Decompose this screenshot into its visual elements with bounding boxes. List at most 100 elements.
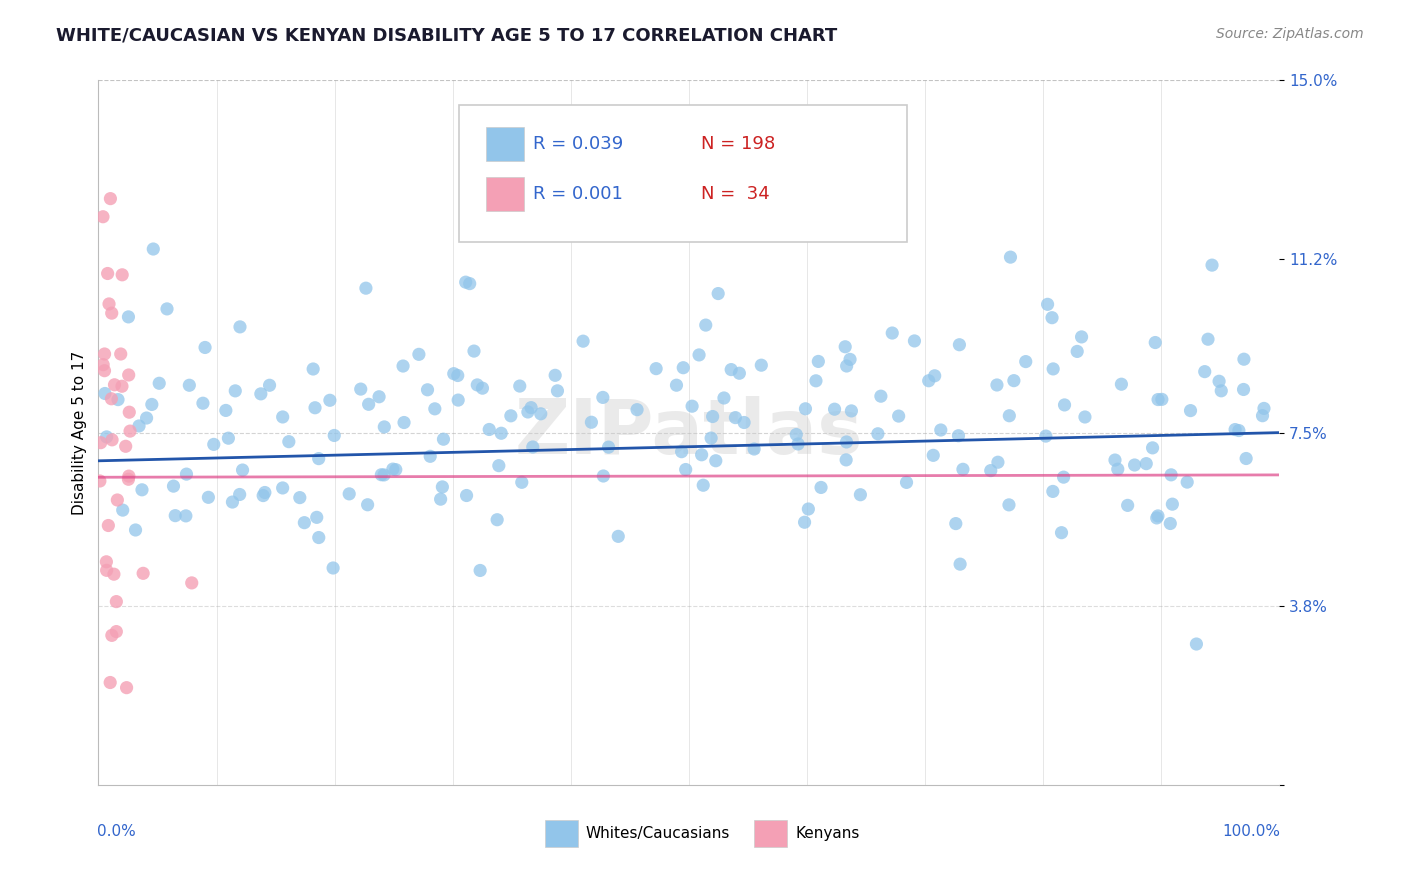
Point	[252, 489, 274, 503]
Point	[544, 368, 567, 383]
Point	[224, 384, 246, 398]
Point	[101, 628, 124, 642]
Point	[118, 368, 141, 382]
Point	[1223, 423, 1246, 437]
Point	[499, 409, 522, 423]
Point	[302, 362, 325, 376]
Point	[105, 624, 128, 639]
Point	[271, 409, 294, 424]
Point	[924, 368, 946, 383]
Point	[713, 391, 735, 405]
Point	[998, 498, 1021, 512]
Point	[1175, 475, 1198, 489]
Point	[695, 318, 717, 332]
Point	[510, 475, 533, 490]
Point	[370, 467, 392, 482]
Point	[463, 344, 485, 359]
Text: 0.0%: 0.0%	[97, 823, 136, 838]
Point	[733, 416, 755, 430]
Point	[681, 399, 703, 413]
Point	[839, 352, 862, 367]
FancyBboxPatch shape	[458, 105, 907, 243]
Point	[111, 503, 134, 517]
Point	[174, 508, 197, 523]
Point	[1002, 374, 1025, 388]
Point	[180, 575, 202, 590]
Point	[392, 359, 415, 373]
Point	[522, 440, 544, 454]
Point	[191, 396, 214, 410]
Point	[471, 154, 494, 169]
Point	[354, 281, 377, 295]
Point	[381, 462, 404, 476]
Point	[308, 451, 330, 466]
Point	[1015, 354, 1038, 368]
Point	[416, 383, 439, 397]
Point	[810, 480, 832, 494]
Point	[1197, 332, 1219, 346]
Point	[107, 392, 129, 407]
Point	[700, 431, 723, 445]
Point	[271, 481, 294, 495]
Point	[1194, 365, 1216, 379]
Point	[1142, 441, 1164, 455]
Point	[100, 392, 122, 406]
Point	[337, 487, 360, 501]
Point	[357, 397, 380, 411]
Point	[952, 462, 974, 476]
Point	[350, 382, 373, 396]
Point	[1116, 499, 1139, 513]
Point	[980, 464, 1002, 478]
Point	[111, 268, 134, 282]
Point	[1159, 516, 1181, 531]
Point	[259, 378, 281, 392]
Text: N = 198: N = 198	[700, 136, 775, 153]
Point	[1135, 457, 1157, 471]
Point	[1036, 297, 1059, 311]
Point	[1052, 470, 1074, 484]
Point	[97, 518, 120, 533]
Point	[922, 448, 945, 462]
Point	[1053, 398, 1076, 412]
Point	[1251, 409, 1274, 423]
Point	[1161, 497, 1184, 511]
Point	[896, 475, 918, 490]
Point	[720, 362, 742, 376]
Point	[835, 434, 858, 449]
Point	[1150, 392, 1173, 407]
Point	[1185, 637, 1208, 651]
Point	[870, 389, 893, 403]
Point	[785, 427, 807, 442]
Point	[807, 354, 830, 368]
Point	[429, 492, 451, 507]
Point	[156, 301, 179, 316]
Point	[835, 453, 858, 467]
Point	[215, 403, 238, 417]
Point	[93, 347, 115, 361]
Point	[465, 378, 488, 392]
Point	[665, 378, 688, 392]
Text: Whites/Caucasians: Whites/Caucasians	[585, 826, 730, 841]
Point	[93, 364, 115, 378]
Point	[114, 439, 136, 453]
Point	[986, 378, 1008, 392]
Point	[368, 390, 391, 404]
Point	[322, 561, 344, 575]
Point	[432, 480, 454, 494]
FancyBboxPatch shape	[754, 821, 787, 847]
Point	[356, 498, 378, 512]
Point	[131, 483, 153, 497]
Point	[948, 337, 970, 351]
Point	[998, 409, 1021, 423]
Point	[162, 479, 184, 493]
Point	[194, 341, 217, 355]
Point	[918, 374, 941, 388]
Point	[96, 430, 118, 444]
Text: Source: ZipAtlas.com: Source: ZipAtlas.com	[1216, 27, 1364, 41]
Point	[135, 411, 157, 425]
Point	[607, 529, 630, 543]
Point	[672, 360, 695, 375]
Point	[100, 306, 122, 320]
Point	[1104, 453, 1126, 467]
Point	[834, 340, 856, 354]
